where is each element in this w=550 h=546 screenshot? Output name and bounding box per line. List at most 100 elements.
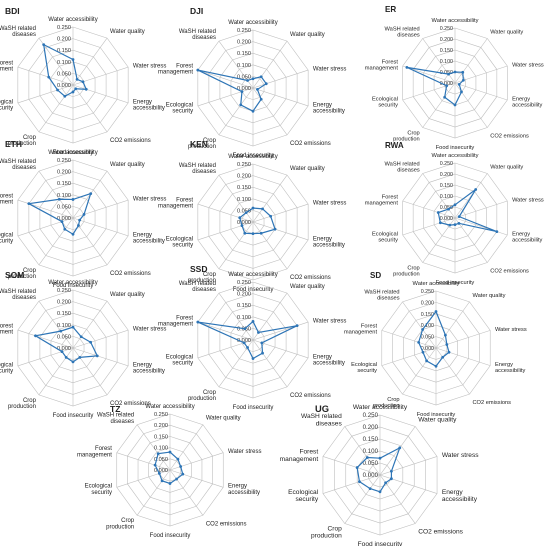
data-point: [240, 224, 244, 227]
axis-label: Energy accessibility: [512, 231, 542, 243]
data-point: [474, 188, 478, 191]
data-point: [438, 221, 442, 225]
data-point: [60, 350, 64, 353]
data-point: [417, 340, 421, 344]
radar-panel-som: 0.000 0.050 0.100 0.150 0.200 0.250 Water acce…: [0, 270, 166, 419]
data-point: [244, 211, 248, 215]
spoke: [169, 469, 224, 488]
spoke: [252, 174, 288, 223]
data-point: [89, 192, 93, 196]
axis-label: Energy accessibility: [133, 362, 165, 374]
axis-label: Water quality: [110, 29, 145, 35]
data-point: [79, 335, 83, 339]
tick-label: 0.250: [421, 289, 434, 295]
axis-label: Water accessibility: [228, 20, 277, 26]
axis-label: Food insecurity: [417, 412, 456, 418]
axis-label: Water accessibility: [145, 404, 194, 410]
axis-label: Crop production: [311, 525, 342, 539]
tick-label: 0.000: [363, 472, 379, 479]
radar-panel-eth: 0.000 0.050 0.100 0.150 0.200 0.250 Water acce…: [0, 139, 166, 289]
data-point: [77, 224, 80, 227]
axis-label: WaSH related diseases: [385, 161, 420, 173]
series-line: [197, 69, 268, 112]
tick-label: 0.200: [154, 423, 168, 429]
data-point: [242, 341, 246, 345]
data-point: [47, 75, 51, 79]
data-point: [421, 350, 425, 354]
data-point: [246, 79, 249, 82]
tick-label: 0.250: [57, 25, 71, 31]
spoke: [454, 217, 488, 263]
data-point: [256, 88, 259, 91]
data-point: [42, 43, 46, 47]
axis-label: CO2 emissions: [472, 400, 511, 406]
data-point: [448, 223, 452, 227]
data-point: [64, 355, 68, 359]
tick-label: 0.050: [421, 335, 434, 341]
data-point: [264, 82, 268, 86]
data-point: [295, 324, 299, 328]
country-title: SD: [370, 271, 381, 280]
data-point: [240, 90, 244, 93]
axis-label: Water quality: [490, 164, 523, 170]
tick-label: 0.150: [57, 181, 71, 187]
axis-label: Water stress: [313, 201, 346, 207]
axis-label: WaSH related diseases: [0, 159, 36, 171]
axis-label: Water stress: [512, 62, 544, 68]
tick-label: 0.050: [440, 205, 453, 211]
data-point: [260, 341, 264, 345]
data-point: [460, 90, 463, 94]
tick-label: 0.100: [440, 59, 453, 65]
data-point: [447, 72, 450, 76]
radar-panel-bdi: 0.000 0.050 0.100 0.150 0.200 0.250 Water acce…: [0, 6, 166, 156]
tick-label: 0.050: [237, 74, 251, 80]
data-point: [176, 457, 180, 461]
spoke: [72, 37, 108, 86]
spoke: [197, 87, 254, 107]
spoke: [136, 469, 171, 516]
data-point: [453, 223, 457, 227]
data-point: [243, 231, 247, 235]
data-point: [445, 84, 449, 88]
spoke: [402, 347, 437, 395]
spoke: [72, 217, 129, 237]
data-point: [461, 70, 465, 74]
axis-label: Water quality: [110, 292, 145, 298]
data-point: [60, 220, 64, 223]
axis-label: Water stress: [228, 449, 261, 455]
axis-label: Water quality: [472, 293, 505, 299]
data-point: [261, 351, 264, 355]
country-title: UG: [315, 404, 329, 414]
country-title: SOM: [5, 270, 24, 280]
data-point: [453, 70, 457, 74]
axis-label: Water quality: [290, 166, 325, 172]
spoke: [381, 330, 437, 349]
radar-panel-ken: 0.000 0.050 0.100 0.150 0.200 0.250 Water acce…: [158, 139, 346, 293]
spoke: [454, 200, 508, 219]
tick-label: 0.000: [57, 346, 71, 352]
data-point: [84, 87, 88, 91]
data-point: [82, 213, 86, 216]
axis-label: CO2 emissions: [290, 141, 331, 147]
tick-label: 0.000: [57, 216, 71, 222]
spoke: [72, 84, 129, 104]
spoke: [38, 37, 74, 86]
axis-label: Water stress: [512, 197, 544, 203]
tick-label: 0.250: [440, 161, 453, 167]
tick-label: 0.200: [421, 300, 434, 306]
tick-label: 0.150: [363, 436, 379, 443]
data-point: [405, 65, 409, 69]
spoke: [322, 456, 381, 476]
axis-label: Energy accessibility: [228, 484, 260, 496]
tick-label: 0.200: [237, 292, 251, 298]
spoke: [169, 452, 224, 471]
